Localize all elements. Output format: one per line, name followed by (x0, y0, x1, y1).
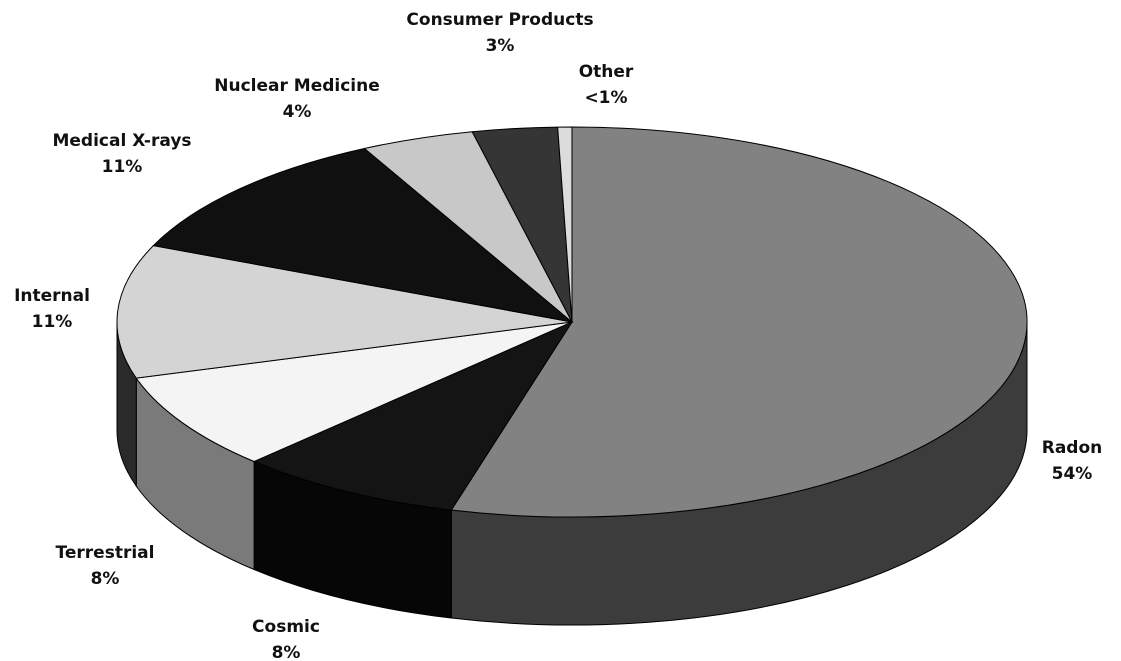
slice-label: Radon (1042, 438, 1103, 458)
slice-label: Medical X-rays (52, 131, 191, 151)
slice-label: Consumer Products (406, 10, 593, 30)
slice-label: Internal (14, 286, 90, 306)
slice-value-label: 8% (272, 643, 301, 661)
slice (557, 126, 573, 323)
slice (450, 126, 1028, 518)
slice-label: Cosmic (252, 617, 320, 637)
slice-value-label: 11% (32, 312, 73, 332)
slice-label: Terrestrial (56, 543, 155, 563)
slice-label: Other (579, 62, 634, 82)
slice (252, 320, 574, 511)
slice-value-label: 4% (283, 102, 312, 122)
slice-tops (116, 126, 1028, 518)
slice-value-label: 8% (91, 569, 120, 589)
slice (135, 321, 573, 463)
slice-value-label: <1% (584, 88, 627, 108)
slice-value-label: 11% (102, 157, 143, 177)
slice-value-label: 3% (486, 36, 515, 56)
slice (152, 147, 574, 323)
slice-label: Nuclear Medicine (214, 76, 380, 96)
slice-value-label: 54% (1052, 464, 1093, 484)
slice (116, 245, 573, 379)
